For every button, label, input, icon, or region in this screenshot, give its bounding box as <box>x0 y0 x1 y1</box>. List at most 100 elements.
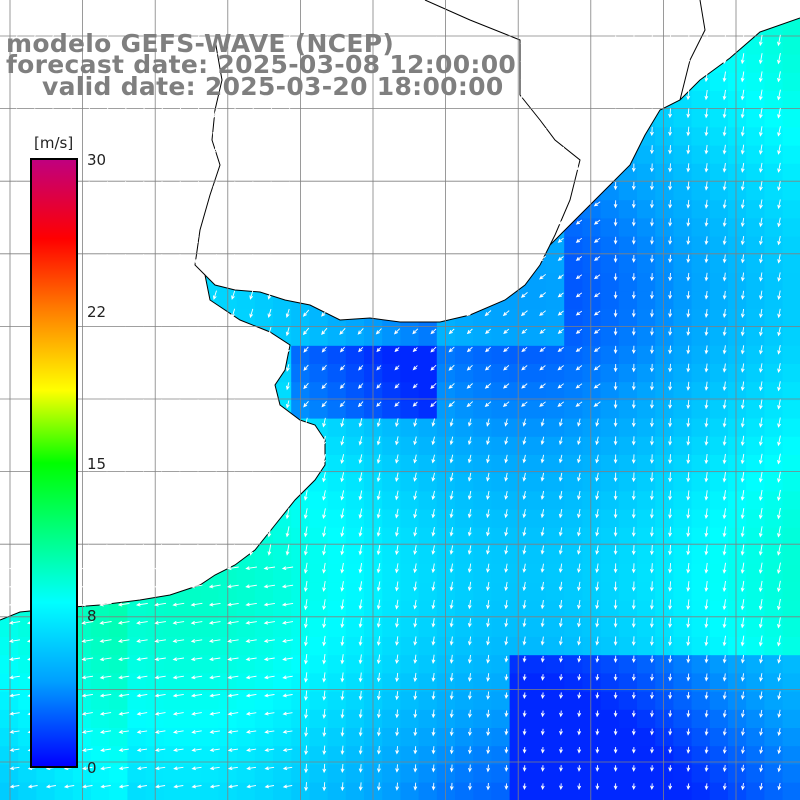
wind-arrow <box>173 766 184 771</box>
wind-arrow <box>100 766 111 771</box>
wind-arrow <box>613 418 618 428</box>
wind-arrow <box>483 72 492 81</box>
wind-arrow <box>412 401 418 407</box>
speed-cell <box>400 436 420 456</box>
wind-arrow <box>85 453 90 465</box>
wind-arrow <box>285 290 290 300</box>
wind-arrow <box>557 219 564 225</box>
wind-arrow <box>212 126 218 137</box>
wind-arrow <box>740 272 745 282</box>
wind-arrow <box>264 784 275 789</box>
wind-arrow <box>249 435 254 447</box>
wind-arrow <box>282 657 293 662</box>
wind-arrow <box>777 508 781 520</box>
wind-arrow <box>395 545 399 556</box>
speed-cell <box>600 618 620 638</box>
speed-cell <box>618 618 638 638</box>
speed-cell <box>600 509 620 529</box>
wind-arrow <box>212 308 217 319</box>
wind-arrow <box>759 217 763 228</box>
speed-cell <box>655 655 674 674</box>
wind-arrow <box>613 599 618 610</box>
wind-arrow <box>522 674 527 681</box>
speed-cell <box>582 436 602 456</box>
wind-arrow <box>249 544 254 556</box>
wind-arrow <box>686 254 691 264</box>
wind-arrow <box>631 545 636 556</box>
wind-arrow <box>282 711 293 716</box>
speed-cell <box>273 782 292 800</box>
wind-arrow <box>704 691 709 700</box>
colorbar-unit: [m/s] <box>34 134 74 152</box>
speed-cell <box>764 236 784 256</box>
wind-arrow <box>339 309 346 317</box>
wind-arrow <box>139 162 145 173</box>
wind-arrow <box>85 108 91 119</box>
speed-cell <box>491 764 511 784</box>
wind-arrow <box>686 635 691 647</box>
wind-arrow <box>376 727 381 737</box>
speed-cell <box>764 709 784 729</box>
speed-cell <box>691 436 711 456</box>
wind-arrow <box>231 489 235 502</box>
wind-arrow <box>540 765 545 772</box>
wind-arrow <box>212 217 218 228</box>
wind-arrow <box>740 254 745 264</box>
speed-cell <box>0 655 19 674</box>
wind-arrow <box>321 291 328 299</box>
wind-arrow <box>668 472 672 483</box>
wind-arrow <box>449 490 454 501</box>
wind-arrow <box>191 730 202 734</box>
wind-arrow <box>48 126 54 137</box>
wind-arrow <box>12 327 17 337</box>
wind-arrow <box>303 580 308 593</box>
wind-arrow <box>686 673 691 682</box>
wind-arrow <box>322 763 327 774</box>
wind-arrow <box>486 600 490 610</box>
wind-arrow <box>249 272 254 282</box>
speed-cell <box>618 327 638 347</box>
speed-cell <box>309 691 329 711</box>
wind-arrow <box>722 635 727 647</box>
speed-cell <box>637 564 656 583</box>
speed-cell <box>673 291 693 310</box>
speed-cell <box>782 236 800 256</box>
speed-cell <box>764 273 784 292</box>
wind-arrow <box>777 453 781 465</box>
speed-cell <box>764 127 784 147</box>
wind-arrow <box>448 237 455 244</box>
wind-arrow <box>520 91 529 99</box>
speed-cell <box>673 764 693 784</box>
speed-cell <box>709 600 729 620</box>
wind-arrow <box>777 181 781 192</box>
wind-arrow <box>502 73 511 81</box>
wind-arrow <box>467 490 472 501</box>
wind-arrow <box>230 162 236 173</box>
wind-arrow <box>704 581 709 592</box>
wind-arrow <box>613 545 618 556</box>
speed-cell <box>91 618 110 638</box>
wind-arrow <box>411 73 419 81</box>
speed-cell <box>254 655 274 674</box>
wind-arrow <box>358 436 363 446</box>
wind-arrow <box>704 327 709 337</box>
wind-arrow <box>431 691 436 701</box>
wind-arrow <box>486 472 490 482</box>
wind-arrow <box>741 728 745 737</box>
speed-cell <box>436 436 456 456</box>
wind-arrow <box>357 291 364 299</box>
wind-arrow <box>650 673 654 682</box>
wind-arrow <box>231 181 236 191</box>
wind-arrow <box>394 347 400 353</box>
wind-arrow <box>538 219 547 226</box>
wind-arrow <box>484 365 491 371</box>
wind-arrow <box>267 308 272 318</box>
wind-arrow <box>285 163 291 173</box>
wind-arrow <box>448 200 456 208</box>
wind-arrow <box>467 436 472 446</box>
speed-cell <box>182 728 201 747</box>
wind-arrow <box>172 602 185 607</box>
wind-arrow <box>522 527 527 537</box>
speed-cell <box>400 673 420 693</box>
speed-cell <box>764 72 784 92</box>
